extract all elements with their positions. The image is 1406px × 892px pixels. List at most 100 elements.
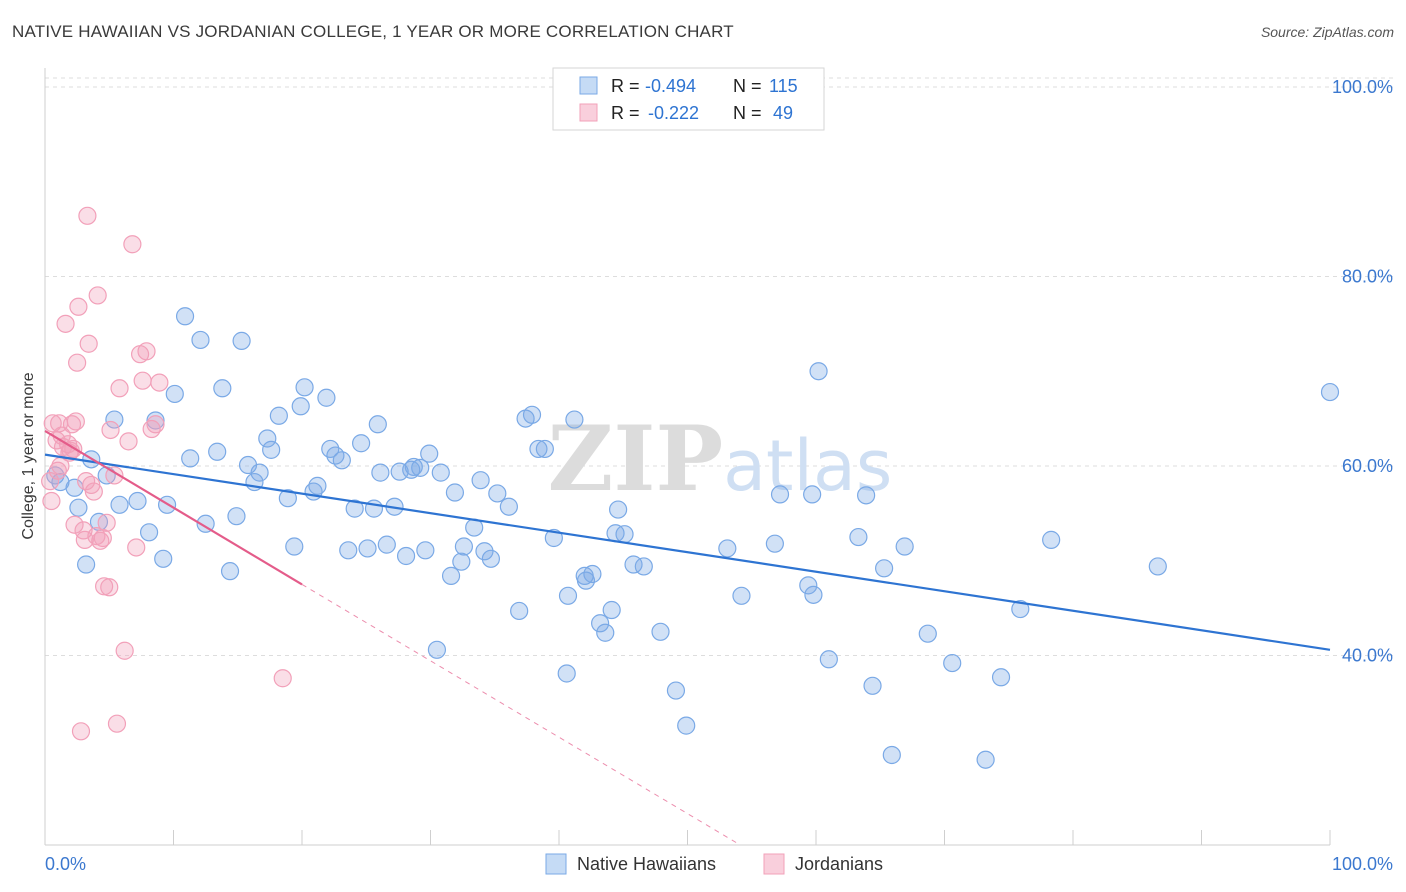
x-tick-labels: 0.0% 100.0% xyxy=(45,854,1393,874)
jordanians-point-40 xyxy=(133,371,152,390)
jordanians-point-22 xyxy=(79,334,98,353)
native-hawaiians-point-13 xyxy=(154,549,173,568)
jordanians-trend-line xyxy=(44,429,303,586)
native-hawaiians-point-70 xyxy=(522,405,542,424)
native-hawaiians-point-73 xyxy=(544,528,563,548)
jordanians-point-16 xyxy=(69,297,88,316)
native-hawaiians-point-93 xyxy=(799,576,818,595)
native-hawaiians-point-53 xyxy=(411,458,430,477)
native-hawaiians-point-30 xyxy=(269,406,288,425)
native-hawaiians-point-80 xyxy=(591,614,610,633)
legend-swatch-jordanians xyxy=(763,853,785,875)
stats-r-value-1: -0.222 xyxy=(648,103,699,123)
native-hawaiians-point-59 xyxy=(445,483,465,502)
jordanians-point-37 xyxy=(123,235,142,254)
native-hawaiians-point-107 xyxy=(1011,599,1030,619)
x-tick-label-max: 100.0% xyxy=(1332,854,1393,874)
y-tick-labels: 40.0% 60.0% 80.0% 100.0% xyxy=(1332,77,1393,666)
stats-n-label-1: N = xyxy=(733,103,762,123)
native-hawaiians-point-27 xyxy=(250,463,269,482)
native-hawaiians-point-23 xyxy=(227,507,246,526)
watermark-atlas: atlas xyxy=(723,425,892,507)
series-legend: Native Hawaiians Jordanians xyxy=(545,853,883,875)
native-hawaiians-point-61 xyxy=(454,537,474,556)
jordanians-point-44 xyxy=(150,373,169,392)
native-hawaiians-point-41 xyxy=(339,541,358,560)
stats-n-value-0: 115 xyxy=(769,76,798,96)
native-hawaiians-point-7 xyxy=(77,555,96,574)
watermark-zip: ZIP xyxy=(548,406,723,512)
jordanians-point-1 xyxy=(42,491,61,511)
jordanians-point-25 xyxy=(88,286,107,305)
native-hawaiians-point-58 xyxy=(441,566,461,585)
native-hawaiians-point-98 xyxy=(857,486,876,505)
native-hawaiians-point-71 xyxy=(529,439,548,459)
native-hawaiians-point-63 xyxy=(471,471,490,490)
native-hawaiians-point-68 xyxy=(510,601,529,621)
native-hawaiians-point-81 xyxy=(596,623,615,642)
jordanians-point-14 xyxy=(66,412,85,431)
native-hawaiians-point-106 xyxy=(991,668,1011,687)
jordanians-point-13 xyxy=(65,515,84,534)
native-hawaiians-point-43 xyxy=(352,434,371,453)
native-hawaiians-point-20 xyxy=(208,442,227,461)
native-hawaiians-point-99 xyxy=(863,676,882,695)
jordanians-point-35 xyxy=(115,641,134,660)
y-axis-label: College, 1 year or more xyxy=(20,372,37,539)
native-hawaiians-point-79 xyxy=(583,564,602,584)
native-hawaiians-point-51 xyxy=(396,546,416,566)
native-hawaiians-point-67 xyxy=(499,497,518,516)
native-hawaiians-point-108 xyxy=(1042,530,1061,549)
watermark: ZIPatlas xyxy=(548,406,893,512)
native-hawaiians-point-64 xyxy=(475,542,494,561)
points-layer xyxy=(41,206,1340,769)
native-hawaiians-point-87 xyxy=(651,622,670,641)
jordanians-point-41 xyxy=(137,342,156,361)
jordanians-point-43 xyxy=(146,415,165,434)
native-hawaiians-point-22 xyxy=(220,562,240,581)
jordanians-point-33 xyxy=(107,714,127,733)
native-hawaiians-point-109 xyxy=(1148,557,1167,576)
jordanians-point-48 xyxy=(48,461,67,480)
native-hawaiians-point-10 xyxy=(128,491,147,511)
native-hawaiians-point-33 xyxy=(291,397,310,416)
stats-legend-box xyxy=(552,67,825,131)
native-hawaiians-point-8 xyxy=(105,410,124,429)
jordanians-point-27 xyxy=(93,528,112,548)
native-hawaiians-point-97 xyxy=(849,527,868,547)
native-hawaiians-point-18 xyxy=(191,330,210,350)
native-hawaiians-point-90 xyxy=(718,539,737,558)
native-hawaiians-point-40 xyxy=(332,451,351,470)
native-hawaiians-point-15 xyxy=(165,384,184,404)
legend-swatch-native-hawaiians xyxy=(545,853,567,875)
stats-swatch-jordanians xyxy=(579,103,598,122)
native-hawaiians-point-111 xyxy=(803,485,822,504)
native-hawaiians-point-105 xyxy=(976,750,995,769)
jordanians-point-24 xyxy=(84,482,103,501)
native-hawaiians-point-60 xyxy=(452,552,471,571)
native-hawaiians-point-65 xyxy=(481,549,500,568)
legend-label-native-hawaiians: Native Hawaiians xyxy=(577,854,716,874)
native-hawaiians-point-102 xyxy=(895,537,914,556)
jordanians-point-19 xyxy=(75,530,94,549)
jordanians-trend-extension xyxy=(301,583,741,846)
native-hawaiians-point-52 xyxy=(402,460,421,479)
native-hawaiians-point-55 xyxy=(420,444,439,463)
jordanians-point-34 xyxy=(110,379,129,398)
stats-n-value-1: 49 xyxy=(773,103,793,123)
native-hawaiians-point-110 xyxy=(1320,382,1340,402)
native-hawaiians-point-112 xyxy=(606,524,625,543)
native-hawaiians-point-32 xyxy=(285,537,304,556)
native-hawaiians-point-57 xyxy=(431,463,450,482)
y-tick-label-40: 40.0% xyxy=(1342,645,1393,665)
native-hawaiians-point-28 xyxy=(258,429,277,448)
native-hawaiians-point-56 xyxy=(427,640,447,659)
x-tick-label-min: 0.0% xyxy=(45,854,86,874)
stats-r-label-1: R = xyxy=(611,103,640,123)
legend-label-jordanians: Jordanians xyxy=(795,854,883,874)
native-hawaiians-point-21 xyxy=(213,379,232,398)
native-hawaiians-point-78 xyxy=(576,571,596,590)
native-hawaiians-point-101 xyxy=(882,745,901,765)
native-hawaiians-point-95 xyxy=(809,362,828,381)
jordanians-point-32 xyxy=(105,466,124,485)
